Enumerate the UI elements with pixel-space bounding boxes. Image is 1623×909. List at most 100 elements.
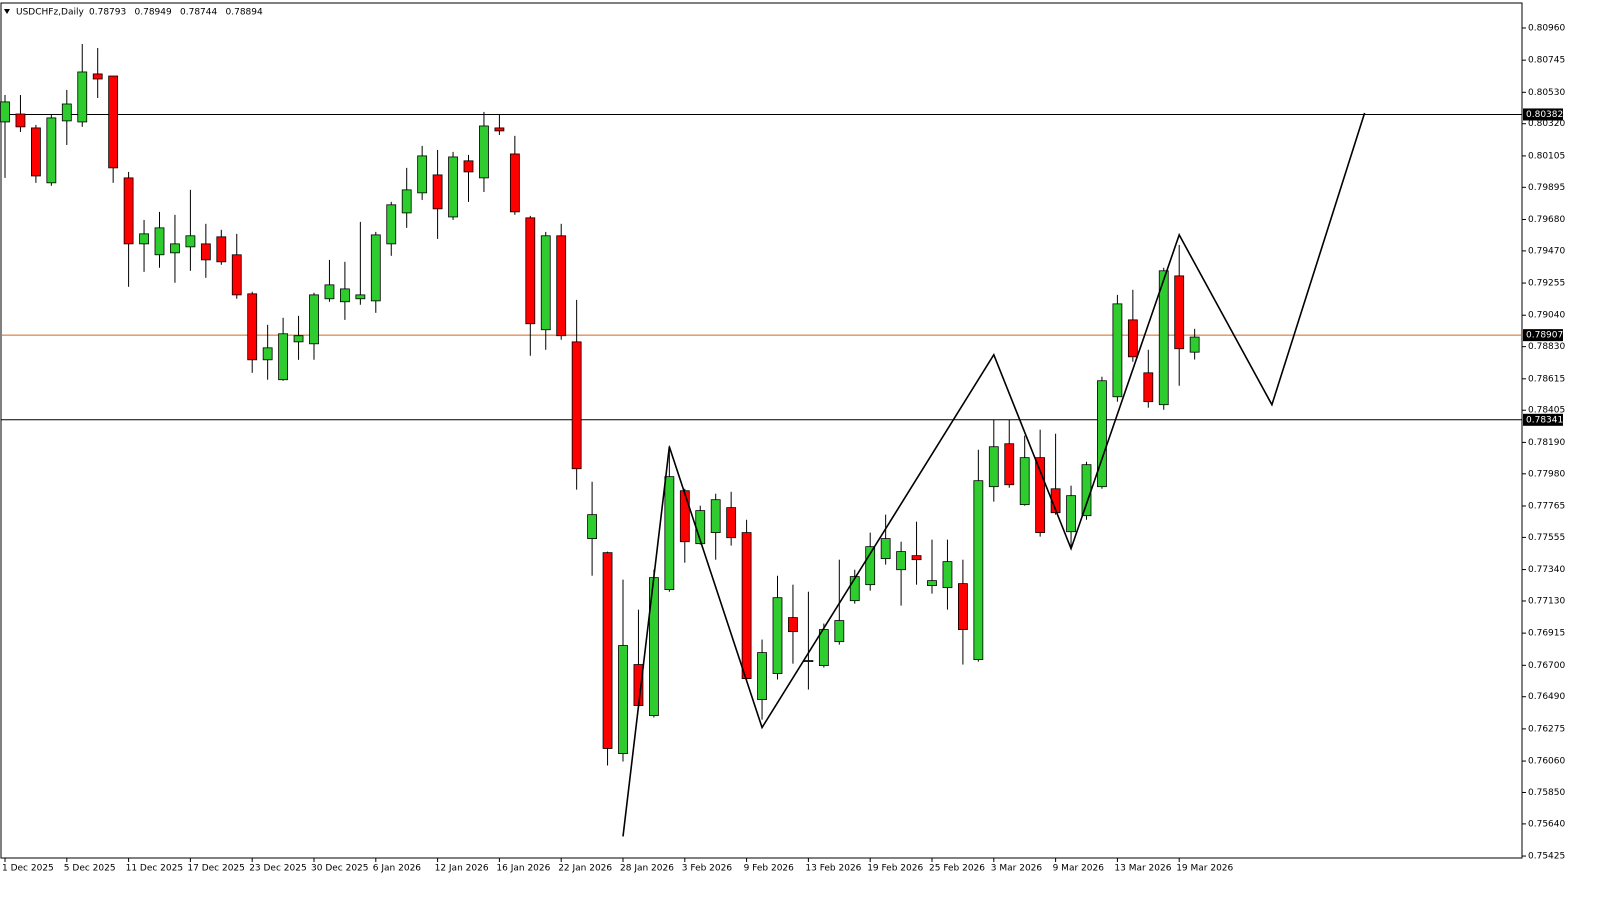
x-tick-label: 17 Dec 2025: [187, 864, 245, 874]
y-tick-label: 0.77765: [1528, 501, 1565, 511]
candle-body: [618, 645, 628, 754]
candle-body: [1050, 488, 1061, 514]
y-tick-label: 0.79040: [1528, 311, 1565, 321]
candle-body: [324, 284, 335, 300]
candle-body: [185, 235, 196, 248]
y-tick-label: 0.78615: [1528, 374, 1565, 384]
candle-body: [494, 127, 505, 132]
candle-body: [942, 561, 953, 589]
y-tick-label: 0.77980: [1528, 469, 1565, 479]
candle-body: [1019, 457, 1030, 506]
x-tick-label: 25 Feb 2026: [929, 864, 985, 874]
plot-frame: [0, 2, 1523, 859]
y-tick-label: 0.78405: [1528, 406, 1565, 416]
candle-body: [370, 234, 381, 302]
candle-body: [849, 576, 860, 602]
y-tick-label: 0.75640: [1528, 819, 1565, 829]
candle-body: [988, 446, 999, 488]
candle-body: [973, 480, 984, 661]
x-tick-label: 5 Dec 2025: [64, 864, 116, 874]
x-tick-label: 3 Mar 2026: [991, 864, 1043, 874]
x-tick-label: 12 Jan 2026: [435, 864, 489, 874]
candle-body: [911, 555, 922, 561]
candle-body: [509, 153, 520, 213]
candle-body: [293, 335, 304, 343]
candle-body: [200, 243, 211, 261]
candle-body: [139, 233, 149, 245]
candle-body: [726, 507, 737, 539]
x-tick-label: 13 Mar 2026: [1114, 864, 1171, 874]
header-value: 0.78949: [135, 8, 172, 18]
y-tick-label: 0.76275: [1528, 724, 1565, 734]
candle-body: [92, 73, 103, 80]
candle-body: [355, 294, 366, 300]
candle-body: [1066, 495, 1076, 533]
candle-body: [30, 127, 41, 177]
candle-body: [123, 177, 134, 245]
level-label: 0.80382: [1526, 110, 1563, 120]
candle-body: [247, 293, 258, 361]
candle-body: [386, 204, 397, 245]
header-value: 0.78744: [180, 8, 217, 18]
level-label-bg: [1523, 413, 1563, 426]
candle-body: [401, 189, 412, 214]
candle-body: [432, 174, 443, 210]
candle-body: [865, 546, 876, 586]
candle-body: [1158, 270, 1169, 406]
candle-body: [1189, 336, 1200, 353]
x-tick-label: 22 Jan 2026: [558, 864, 612, 874]
y-tick-label: 0.76490: [1528, 692, 1565, 702]
candle-body: [170, 243, 180, 254]
candle-body: [602, 552, 613, 749]
candle-body: [757, 652, 767, 700]
candle-body: [710, 499, 721, 534]
candle-body: [818, 629, 829, 667]
x-tick-label: 19 Mar 2026: [1176, 864, 1233, 874]
candle-body: [231, 254, 242, 296]
x-tick-label: 1 Dec 2025: [2, 864, 54, 874]
header-value: 0.78894: [226, 8, 263, 18]
candle-body: [1035, 457, 1046, 534]
candle-body: [309, 294, 319, 345]
candle-body: [772, 597, 783, 674]
zigzag-line: [622, 112, 1366, 837]
y-tick-label: 0.80960: [1528, 23, 1565, 33]
y-tick-label: 0.78830: [1528, 342, 1565, 352]
candle-body: [417, 155, 428, 194]
candle-body: [525, 217, 536, 325]
x-tick-label: 23 Dec 2025: [249, 864, 307, 874]
x-tick-label: 28 Jan 2026: [620, 864, 674, 874]
x-tick-label: 3 Feb 2026: [682, 864, 733, 874]
candle-body: [15, 113, 26, 128]
x-tick-label: 9 Mar 2026: [1053, 864, 1105, 874]
candle-body: [479, 125, 489, 179]
candle-body: [679, 490, 690, 543]
y-tick-label: 0.77130: [1528, 596, 1565, 606]
candle-body: [216, 236, 227, 263]
candle-body: [278, 333, 289, 381]
candle-body: [1004, 443, 1015, 486]
chart-title: USDCHFz,Daily: [16, 8, 84, 18]
candle-body: [741, 532, 752, 680]
y-tick-label: 0.79680: [1528, 215, 1565, 225]
candle-body: [154, 227, 165, 256]
candle-body: [339, 288, 350, 303]
x-tick-label: 11 Dec 2025: [126, 864, 184, 874]
candle-body: [571, 341, 582, 470]
candle-body: [896, 551, 906, 571]
y-tick-label: 0.76700: [1528, 661, 1565, 671]
x-tick-label: 9 Feb 2026: [744, 864, 795, 874]
candle-body: [1174, 275, 1185, 350]
y-tick-label: 0.76060: [1528, 757, 1565, 767]
level-label: 0.78341: [1526, 415, 1563, 425]
y-tick-label: 0.80530: [1528, 88, 1565, 98]
candle-body: [1097, 380, 1107, 488]
level-label-bg: [1523, 108, 1563, 121]
candle-body: [448, 156, 458, 218]
y-tick-label: 0.76915: [1528, 629, 1565, 639]
candle-body: [1127, 319, 1138, 358]
candle-body: [880, 538, 891, 560]
candle-body: [587, 514, 597, 539]
x-tick-label: 16 Jan 2026: [496, 864, 550, 874]
candle-body: [664, 476, 675, 591]
